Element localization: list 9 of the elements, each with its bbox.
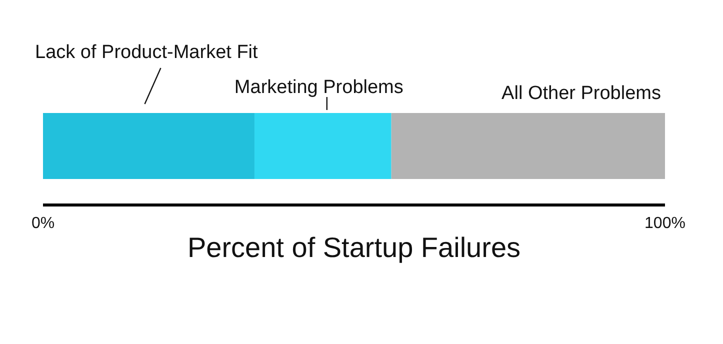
bar xyxy=(43,113,254,179)
bar xyxy=(254,113,392,179)
series-label: Marketing Problems xyxy=(234,77,404,98)
bar xyxy=(391,113,665,179)
x-axis-title: Percent of Startup Failures xyxy=(187,232,521,263)
x-tick-label: 0% xyxy=(31,215,55,232)
series-label: All Other Problems xyxy=(502,83,661,104)
x-tick-label: 100% xyxy=(644,215,686,232)
text: Lack of Product-Market Fit xyxy=(35,42,259,63)
